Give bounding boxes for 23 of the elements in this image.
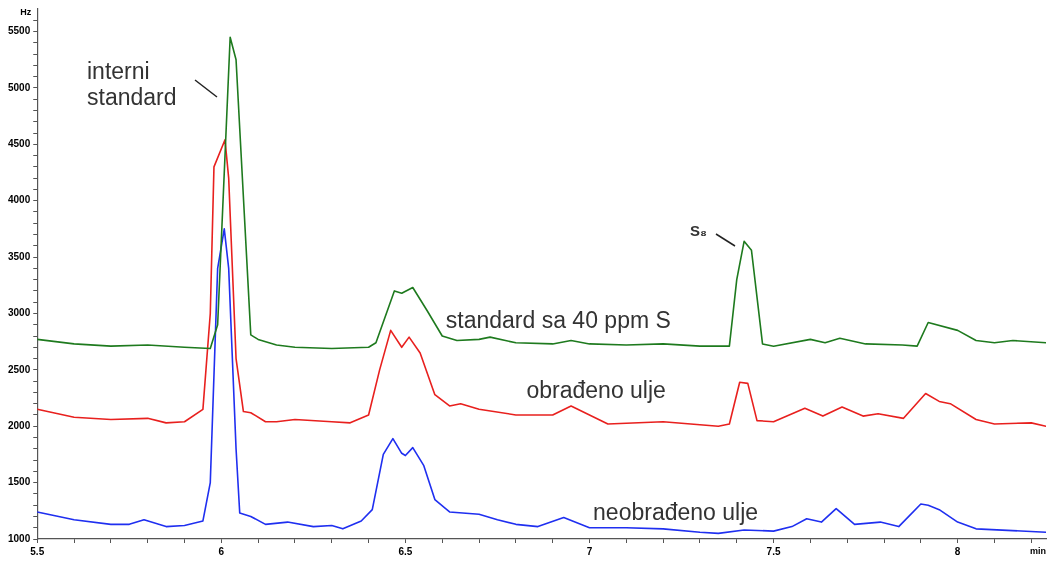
y-tick-label: 4000 bbox=[8, 194, 31, 206]
y-tick-label: 2000 bbox=[8, 419, 31, 431]
x-tick-label: 5.5 bbox=[30, 545, 45, 557]
x-tick-label: 6.5 bbox=[398, 545, 413, 557]
series-label: obrađeno ulje bbox=[526, 376, 666, 403]
x-tick-label: 6 bbox=[218, 545, 225, 557]
y-tick-label: 2500 bbox=[8, 363, 31, 375]
y-tick-label: 5000 bbox=[8, 81, 31, 93]
series-label: standard sa 40 ppm S bbox=[445, 307, 671, 334]
y-tick-label: 4500 bbox=[8, 138, 31, 150]
annotation: S₈ bbox=[690, 222, 709, 240]
x-tick-label: 7.5 bbox=[766, 545, 781, 557]
x-tick-label: 8 bbox=[954, 545, 961, 557]
series-label: neobrađeno ulje bbox=[593, 498, 759, 525]
y-tick-label: 5500 bbox=[8, 25, 31, 37]
x-tick-label: 7 bbox=[586, 545, 593, 557]
x-axis-title: min bbox=[1029, 545, 1046, 556]
y-tick-label: 1000 bbox=[8, 532, 31, 544]
annotation: interni standard bbox=[87, 58, 178, 111]
y-tick-label: 3000 bbox=[8, 307, 31, 319]
y-axis-title: Hz bbox=[20, 6, 32, 17]
y-tick-label: 3500 bbox=[8, 250, 31, 262]
y-tick-label: 1500 bbox=[8, 476, 31, 488]
